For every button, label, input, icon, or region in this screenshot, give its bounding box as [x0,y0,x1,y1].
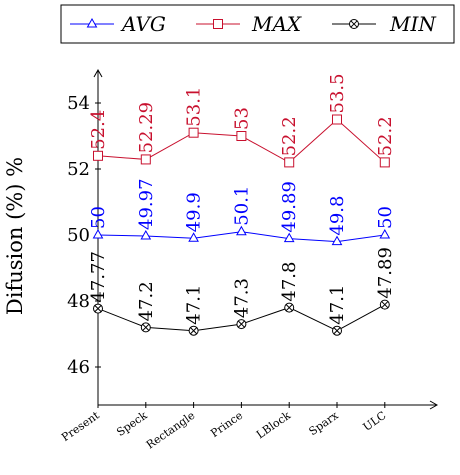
data-labels: 50 49.97 49.9 50.1 49.89 49.8 50 52.4 52.29 53.1 5… [88,73,396,324]
data-label-min: 47.3 [231,278,252,318]
data-point-min [188,325,199,336]
y-tick-label: 46 [67,357,90,378]
data-label-avg: 49.89 [279,181,300,233]
legend-label-avg: AVG [120,12,166,36]
data-point-avg [283,232,295,243]
data-point-min [140,322,151,333]
x-tick-label: Rectangle [144,409,197,452]
data-label-avg: 49.8 [327,196,348,236]
y-tick-label: 50 [67,225,90,246]
data-point-avg [188,232,199,242]
data-point-avg [140,229,152,240]
x-tick-label: Sparx [307,408,342,438]
data-label-max: 52.2 [279,116,300,156]
data-point-max [188,127,199,138]
data-label-min: 47.8 [279,262,300,302]
y-tick-label: 54 [67,93,90,114]
data-point-min [379,299,390,310]
data-point-avg [92,228,104,239]
data-label-max: 52.2 [375,116,396,156]
data-label-min: 47.1 [327,285,348,325]
data-label-avg: 49.9 [184,192,205,232]
y-axis-label: Difusion (%) % [3,157,27,315]
x-tick-label: Present [59,408,102,444]
x-tick-label: LBlock [254,409,293,442]
x-tick-label: Prince [208,409,245,440]
series-layer [92,114,391,336]
data-point-min [284,302,295,313]
data-point-max [93,150,103,161]
data-point-avg [331,235,343,246]
x-tick-label: ULC [361,409,389,434]
legend-marker-min [349,19,359,29]
legend-marker-avg [86,17,98,28]
legend-label-min: MIN [389,12,437,36]
data-label-avg: 49.97 [136,178,157,230]
data-label-min: 47.89 [375,247,396,299]
data-point-max [284,157,295,168]
data-label-max: 53 [231,107,252,130]
data-point-min [93,303,103,314]
legend-marker-max [213,19,223,29]
data-label-min: 47.77 [88,251,109,303]
legend-box [60,4,455,44]
y-axis-arrow [93,68,103,78]
data-label-avg: 50 [88,206,109,229]
y-tick-label: 48 [67,291,90,312]
data-point-max [140,154,151,165]
data-point-max [379,157,390,168]
data-point-avg [236,225,247,236]
data-label-min: 47.1 [184,285,205,325]
x-tick-label: Speck [114,409,150,439]
data-point-max [332,114,342,125]
data-label-avg: 50 [375,206,396,229]
data-label-avg: 50.1 [231,186,252,226]
y-tick-label: 52 [67,159,90,180]
data-label-min: 47.2 [136,281,157,321]
x-axis-arrow [429,400,439,410]
data-label-max: 52.4 [88,110,109,150]
data-point-max [236,131,247,141]
data-label-max: 53.5 [327,73,348,113]
legend-label-max: MAX [251,12,302,36]
data-label-max: 53.1 [184,87,205,127]
data-point-min [236,319,247,330]
legend: AVG MAX MIN [60,4,455,44]
data-point-min [332,325,342,336]
data-point-avg [379,228,391,239]
data-label-max: 52.29 [136,102,157,154]
